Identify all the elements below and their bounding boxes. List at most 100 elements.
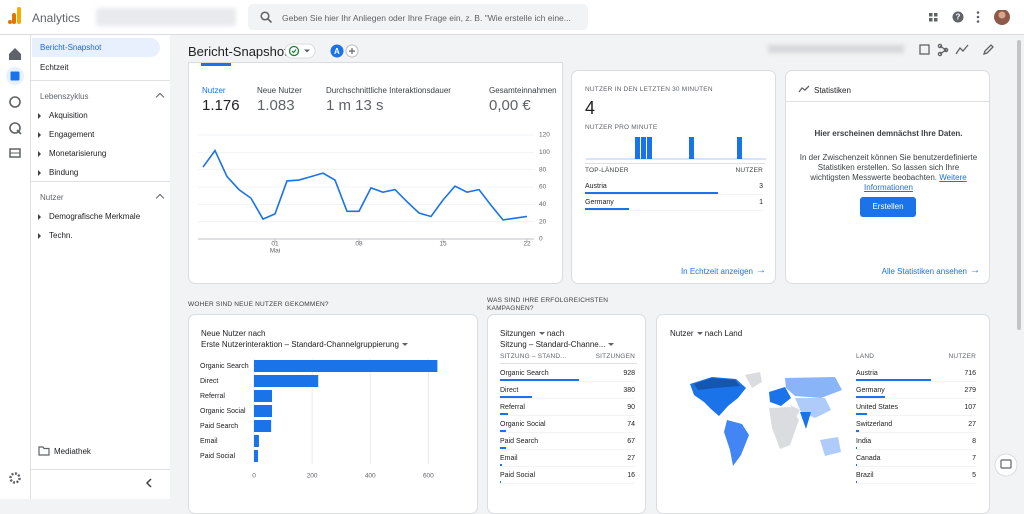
y-tick-label: Referral bbox=[200, 393, 225, 400]
nav-item[interactable]: Techn. bbox=[38, 231, 73, 240]
metric-label[interactable]: Neue Nutzer bbox=[257, 86, 302, 95]
date-range-blur[interactable] bbox=[768, 45, 904, 53]
row-label: Paid Social bbox=[500, 472, 536, 479]
tab-indicator bbox=[201, 63, 231, 66]
bar bbox=[500, 447, 506, 449]
row-value: 27 bbox=[968, 421, 976, 428]
y-tick-label: 100 bbox=[539, 149, 550, 156]
divider bbox=[500, 415, 635, 416]
bar bbox=[856, 396, 886, 398]
search-box[interactable]: Geben Sie hier Ihr Anliegen oder Ihre Fr… bbox=[248, 4, 588, 30]
row-label: Brazil bbox=[856, 472, 874, 479]
link[interactable]: In Echtzeit anzeigen bbox=[680, 267, 753, 276]
bar bbox=[635, 137, 640, 159]
divider bbox=[500, 432, 635, 433]
y-tick-label: 40 bbox=[539, 201, 547, 208]
insights-card: Statistiken Hier erscheinen demnächst Ih… bbox=[785, 70, 990, 284]
y-tick-label: Paid Search bbox=[200, 423, 238, 430]
y-tick-label: 80 bbox=[539, 166, 547, 173]
y-tick-label: 60 bbox=[539, 184, 547, 191]
bar bbox=[500, 379, 579, 381]
acquisition-card: Neue Nutzer nach Erste Nutzerinteraktion… bbox=[188, 314, 478, 514]
arrow-icon[interactable]: → bbox=[756, 265, 766, 276]
x-tick-label: 200 bbox=[307, 473, 318, 480]
connector: nach bbox=[546, 329, 565, 338]
bar bbox=[856, 413, 868, 415]
bar bbox=[856, 447, 857, 449]
nav-item[interactable]: Echtzeit bbox=[40, 63, 69, 72]
section-title[interactable]: Lebenszyklus bbox=[40, 92, 165, 102]
dropdown-icon bbox=[401, 343, 408, 346]
nav-item[interactable]: Demografische Merkmale bbox=[37, 212, 141, 221]
rail-icons[interactable] bbox=[0, 35, 30, 499]
column-header: SITZUNG – STAND... bbox=[500, 353, 567, 360]
dimension-selector[interactable]: Sitzung – Standard-Channe... bbox=[500, 340, 606, 349]
dropdown-icon bbox=[696, 332, 703, 335]
metric-label[interactable]: Nutzer bbox=[202, 86, 226, 95]
row-label: Direct bbox=[500, 387, 519, 394]
title-icons[interactable] bbox=[285, 43, 365, 59]
y-tick-label: Email bbox=[200, 438, 218, 445]
y-tick-label: 20 bbox=[539, 218, 547, 225]
x-tick-label: 01 bbox=[271, 241, 279, 248]
bar bbox=[856, 464, 857, 466]
divider bbox=[500, 483, 635, 484]
column-header: LAND bbox=[856, 353, 875, 360]
link[interactable]: Alle Statistiken ansehen bbox=[881, 267, 967, 276]
divider bbox=[585, 163, 765, 164]
row-label: India bbox=[856, 438, 872, 445]
row-value: 74 bbox=[627, 421, 635, 428]
link[interactable]: Weitere Informationen bbox=[864, 173, 967, 192]
header-icons[interactable]: ? bbox=[928, 10, 1018, 26]
column-header: SITZUNGEN bbox=[595, 353, 635, 360]
page-title: Bericht-Snapshot bbox=[188, 44, 288, 59]
x-tick-label: 22 bbox=[523, 241, 531, 248]
section-title[interactable]: Nutzer bbox=[40, 193, 165, 203]
create-button[interactable]: Erstellen bbox=[860, 197, 916, 217]
app-name: Analytics bbox=[32, 11, 81, 25]
bar bbox=[647, 137, 652, 159]
collapse-button[interactable] bbox=[144, 478, 154, 488]
metric-value: 0,00 € bbox=[489, 97, 531, 114]
folder-icon bbox=[38, 446, 50, 456]
metric-selector[interactable]: Nutzer bbox=[670, 329, 694, 338]
metric-selector[interactable]: Sitzungen bbox=[500, 329, 536, 338]
metric-label[interactable]: Gesamteinnahmen bbox=[489, 86, 557, 95]
nav-rail bbox=[0, 35, 31, 499]
column-header: NUTZER bbox=[735, 167, 763, 174]
divider bbox=[500, 363, 637, 364]
nav-item[interactable]: Engagement bbox=[37, 130, 95, 139]
nav-item[interactable]: Bindung bbox=[37, 168, 79, 177]
bar bbox=[585, 208, 630, 210]
world-map bbox=[690, 372, 842, 466]
divider bbox=[31, 469, 170, 470]
nav-item[interactable]: Akquisition bbox=[38, 111, 88, 120]
bar bbox=[856, 481, 857, 483]
x-tick-label: 0 bbox=[252, 473, 256, 480]
bar bbox=[254, 435, 259, 447]
row-value: 16 bbox=[627, 472, 635, 479]
row-value: 3 bbox=[759, 183, 763, 190]
bar bbox=[500, 413, 508, 415]
nav-item[interactable]: Bericht-Snapshot bbox=[40, 43, 102, 52]
chart-title: NUTZER PRO MINUTE bbox=[585, 124, 658, 131]
chart-title: Neue Nutzer nach bbox=[201, 329, 266, 338]
row-label: Paid Search bbox=[500, 438, 539, 445]
x-tick-label: 600 bbox=[423, 473, 434, 480]
chat-button[interactable] bbox=[994, 453, 1018, 477]
dropdown-icon bbox=[538, 332, 545, 335]
arrow-icon[interactable]: → bbox=[970, 265, 980, 276]
row-value: 67 bbox=[627, 438, 635, 445]
divider bbox=[856, 483, 976, 484]
scrollbar[interactable] bbox=[1017, 40, 1021, 330]
metric-label[interactable]: Durchschnittliche Interaktionsdauer bbox=[326, 86, 451, 95]
nav-item-selected[interactable] bbox=[32, 38, 160, 57]
dropdown-icon bbox=[608, 343, 615, 346]
chart-subtitle[interactable]: Erste Nutzerinteraktion – Standard-Chann… bbox=[201, 340, 399, 349]
nav-item[interactable]: Mediathek bbox=[54, 447, 91, 456]
nav-item[interactable]: Monetarisierung bbox=[37, 149, 107, 158]
metric-value: 1.176 bbox=[202, 97, 240, 114]
toolbar-icons[interactable] bbox=[918, 42, 998, 58]
row-value: 27 bbox=[627, 455, 635, 462]
